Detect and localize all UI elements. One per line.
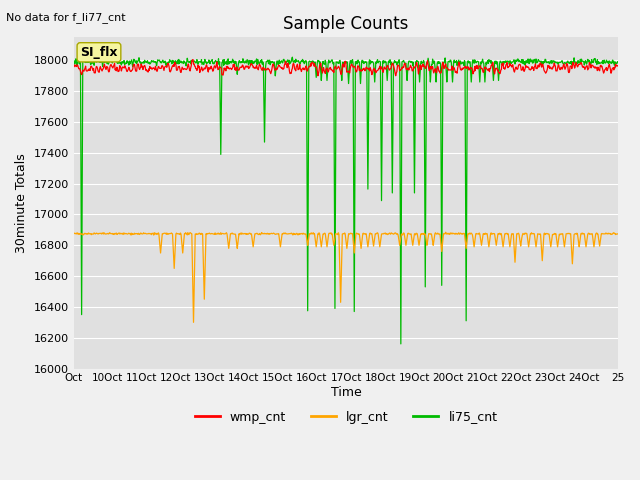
Title: Sample Counts: Sample Counts — [284, 15, 409, 33]
Legend: wmp_cnt, lgr_cnt, li75_cnt: wmp_cnt, lgr_cnt, li75_cnt — [189, 406, 502, 429]
Text: SI_flx: SI_flx — [80, 46, 118, 59]
X-axis label: Time: Time — [331, 386, 362, 399]
Text: No data for f_li77_cnt: No data for f_li77_cnt — [6, 12, 126, 23]
Y-axis label: 30minute Totals: 30minute Totals — [15, 153, 28, 253]
